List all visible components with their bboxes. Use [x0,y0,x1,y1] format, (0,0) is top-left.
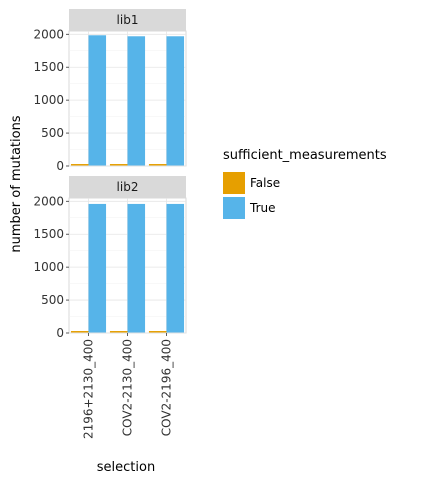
y-tick-label: 1000 [33,93,64,107]
bar-lib1-True-2 [166,36,185,166]
bar-lib2-True-1 [127,203,146,333]
bar-lib1-True-1 [127,36,146,166]
y-tick-label: 1500 [33,60,64,74]
legend-title: sufficient_measurements [223,148,387,163]
x-tick-label: COV2-2130_400 [121,339,135,436]
facet-panel-lib1: lib1 0 500 1000 1500 2000 [33,9,187,173]
legend-key-True [223,197,245,219]
bar-lib2-False-1 [109,331,128,333]
bar-lib2-False-0 [70,331,89,333]
facet-strip [69,176,186,198]
x-tick-labels: 2196+2130_400 COV2-2130_400 COV2-2196_400 [82,333,174,439]
facet-strip [69,9,186,31]
y-tick-label: 2000 [33,27,64,41]
facet-strip-label: lib1 [117,13,139,27]
bar-lib1-False-0 [70,164,89,166]
y-tick-label: 1500 [33,227,64,241]
bar-lib2-False-2 [148,331,167,333]
legend: sufficient_measurements False True [223,148,387,219]
x-tick-label: 2196+2130_400 [82,339,96,439]
y-tick-label: 1000 [33,260,64,274]
legend-label-False: False [250,176,280,190]
bar-lib1-False-1 [109,164,128,166]
bar-lib1-True-0 [88,35,107,166]
legend-key-False [223,172,245,194]
y-tick-label: 500 [41,293,64,307]
y-tick-label: 0 [56,326,64,340]
bar-lib1-False-2 [148,164,167,166]
bar-lib2-True-0 [88,203,107,333]
facet-strip-label: lib2 [117,180,139,194]
y-tick-label: 500 [41,126,64,140]
legend-label-True: True [249,201,276,215]
bar-lib2-True-2 [166,203,185,333]
x-tick-label: COV2-2196_400 [160,339,174,436]
facets-group: lib1 0 500 1000 1500 2000 lib2 0 500 1000 1500 2000 [33,9,187,340]
facet-panel-lib2: lib2 0 500 1000 1500 2000 [33,176,187,340]
y-axis-title: number of mutations [9,115,24,252]
y-tick-label: 2000 [33,194,64,208]
y-tick-label: 0 [56,159,64,173]
x-axis-title: selection [97,460,155,475]
